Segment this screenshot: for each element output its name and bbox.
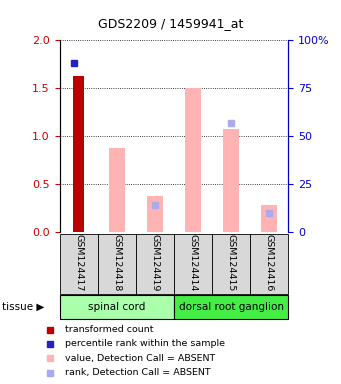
Bar xyxy=(98,234,136,294)
Bar xyxy=(261,205,277,232)
Bar xyxy=(174,234,212,294)
Text: transformed count: transformed count xyxy=(65,325,153,334)
Text: rank, Detection Call = ABSENT: rank, Detection Call = ABSENT xyxy=(65,368,211,377)
Text: GSM124418: GSM124418 xyxy=(112,234,121,291)
Text: spinal cord: spinal cord xyxy=(88,302,146,312)
Bar xyxy=(73,76,84,232)
Text: GSM124417: GSM124417 xyxy=(74,234,83,291)
Bar xyxy=(109,148,125,232)
Bar xyxy=(212,234,250,294)
Text: GSM124414: GSM124414 xyxy=(189,234,197,291)
Bar xyxy=(60,234,98,294)
Bar xyxy=(60,295,174,319)
Bar xyxy=(136,234,174,294)
Bar xyxy=(185,88,201,232)
Text: tissue ▶: tissue ▶ xyxy=(2,302,44,312)
Text: value, Detection Call = ABSENT: value, Detection Call = ABSENT xyxy=(65,354,216,363)
Text: GSM124416: GSM124416 xyxy=(265,234,273,291)
Text: dorsal root ganglion: dorsal root ganglion xyxy=(179,302,283,312)
Bar xyxy=(147,196,163,232)
Text: GDS2209 / 1459941_at: GDS2209 / 1459941_at xyxy=(98,17,243,30)
Bar xyxy=(174,295,288,319)
Text: GSM124415: GSM124415 xyxy=(226,234,236,291)
Text: GSM124419: GSM124419 xyxy=(150,234,159,291)
Bar xyxy=(223,129,239,232)
Bar xyxy=(250,234,288,294)
Text: percentile rank within the sample: percentile rank within the sample xyxy=(65,339,225,349)
